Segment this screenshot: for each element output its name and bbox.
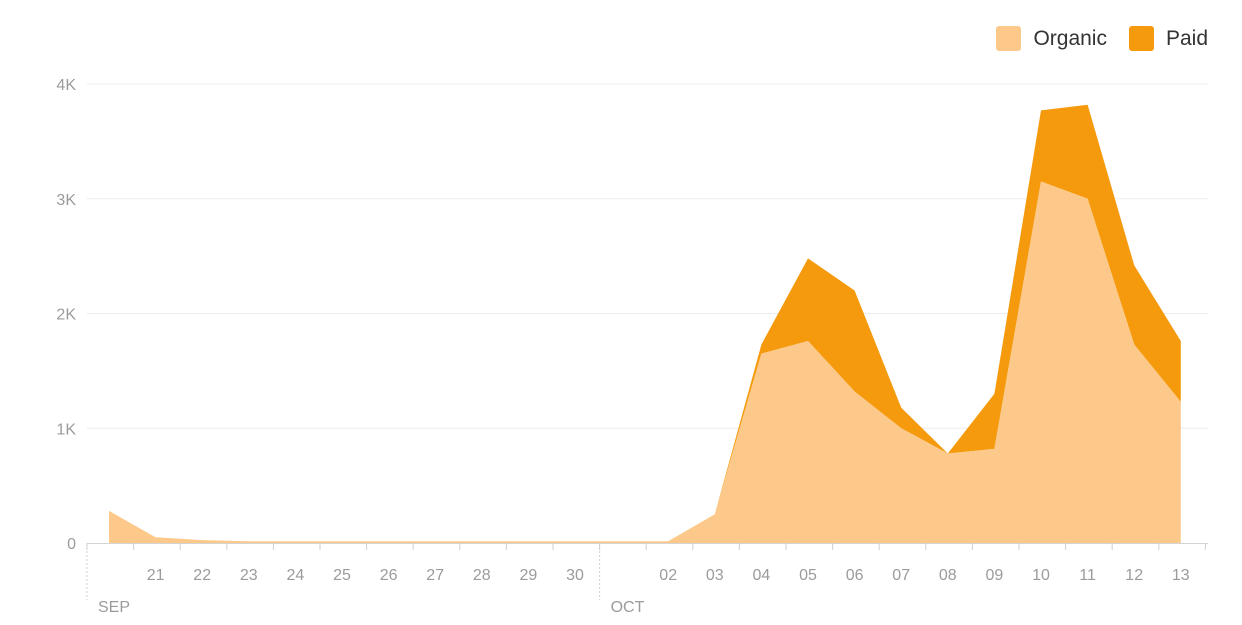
area-series-organic bbox=[109, 182, 1181, 544]
month-label-sep: SEP bbox=[98, 599, 130, 616]
x-tick-label-28: 28 bbox=[473, 567, 491, 584]
x-tick-label-03: 03 bbox=[706, 567, 724, 584]
x-tick-label-09: 09 bbox=[986, 567, 1004, 584]
y-tick-label-0: 0 bbox=[67, 536, 76, 553]
x-tick-label-11: 11 bbox=[1079, 567, 1096, 584]
x-tick-label-06: 06 bbox=[846, 567, 864, 584]
x-tick-label-23: 23 bbox=[240, 567, 258, 584]
x-tick-label-22: 22 bbox=[193, 567, 211, 584]
y-tick-label-2K: 2K bbox=[56, 307, 76, 324]
area-layer bbox=[109, 105, 1181, 543]
x-tick-label-26: 26 bbox=[380, 567, 398, 584]
x-tick-label-21: 21 bbox=[147, 567, 165, 584]
y-tick-label-3K: 3K bbox=[56, 192, 76, 209]
x-tick-label-12: 12 bbox=[1125, 567, 1143, 584]
x-tick-label-13: 13 bbox=[1172, 567, 1190, 584]
x-tick-label-02: 02 bbox=[659, 567, 677, 584]
x-tick-label-05: 05 bbox=[799, 567, 817, 584]
y-tick-label-1K: 1K bbox=[56, 421, 76, 438]
x-tick-label-25: 25 bbox=[333, 567, 351, 584]
x-tick-label-27: 27 bbox=[426, 567, 444, 584]
y-tick-label-4K: 4K bbox=[56, 77, 76, 94]
x-tick-label-07: 07 bbox=[892, 567, 910, 584]
x-tick-label-24: 24 bbox=[287, 567, 305, 584]
month-label-oct: OCT bbox=[611, 599, 645, 616]
x-tick-label-30: 30 bbox=[566, 567, 584, 584]
x-tick-label-29: 29 bbox=[520, 567, 538, 584]
x-tick-label-10: 10 bbox=[1032, 567, 1050, 584]
x-tick-label-08: 08 bbox=[939, 567, 957, 584]
x-tick-label-04: 04 bbox=[753, 567, 771, 584]
